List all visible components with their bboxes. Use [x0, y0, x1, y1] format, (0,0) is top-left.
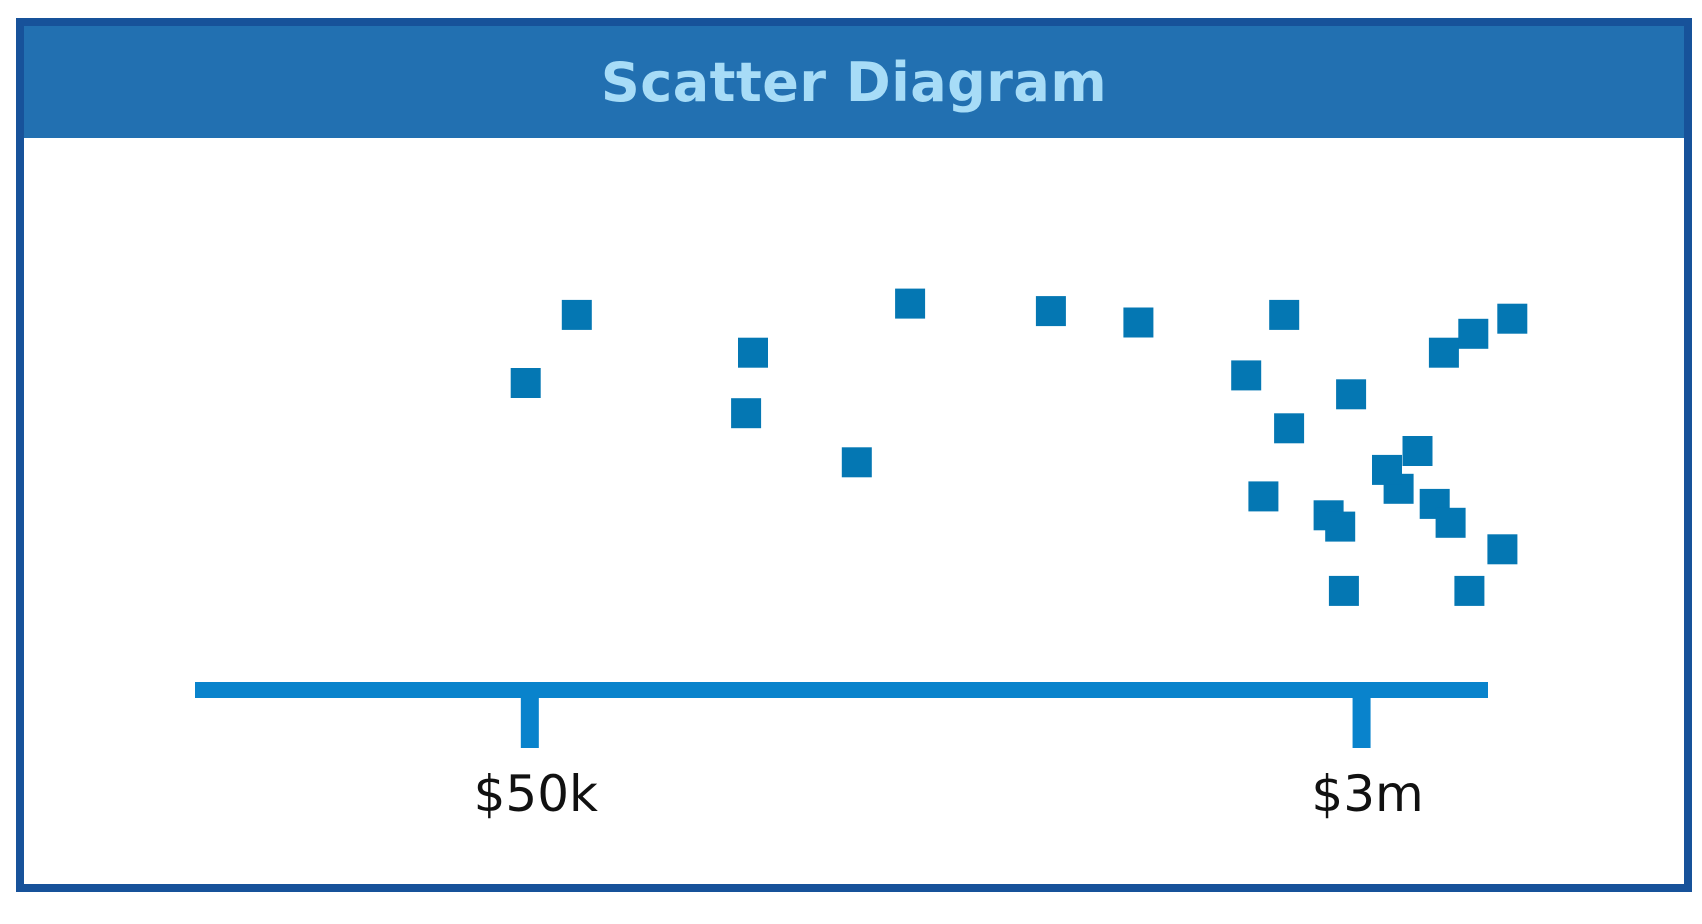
scatter-point — [1435, 507, 1466, 538]
x-tick-label: $3m — [1311, 765, 1423, 823]
scatter-point — [738, 337, 768, 368]
scatter-point — [1248, 481, 1279, 512]
scatter-point — [1231, 360, 1262, 391]
scatter-point — [1454, 575, 1485, 606]
scatter-point — [1035, 296, 1066, 327]
scatter-point — [1269, 299, 1300, 330]
scatter-point — [1428, 337, 1459, 368]
scatter-point — [1336, 379, 1367, 410]
scatter-point — [731, 398, 762, 429]
scatter-point — [1497, 303, 1528, 334]
x-axis-line — [195, 682, 1488, 698]
scatter-point — [561, 299, 592, 330]
x-tick-mark — [520, 696, 539, 748]
scatter-point — [1123, 307, 1154, 338]
x-tick-mark — [1352, 696, 1371, 748]
scatter-point — [1372, 454, 1402, 485]
scatter-point — [895, 288, 926, 319]
scatter-point — [1487, 534, 1518, 565]
scatter-point — [1458, 318, 1489, 349]
scatter-point — [510, 368, 541, 398]
chart-title: Scatter Diagram — [600, 50, 1108, 114]
scatter-point — [1325, 511, 1356, 542]
scatter-point — [1402, 436, 1433, 466]
x-tick-label: $50k — [474, 765, 598, 823]
scatter-point — [1274, 413, 1305, 444]
scatter-point — [1328, 575, 1359, 606]
chart-header: Scatter Diagram — [24, 26, 1684, 138]
scatter-point — [841, 447, 872, 478]
